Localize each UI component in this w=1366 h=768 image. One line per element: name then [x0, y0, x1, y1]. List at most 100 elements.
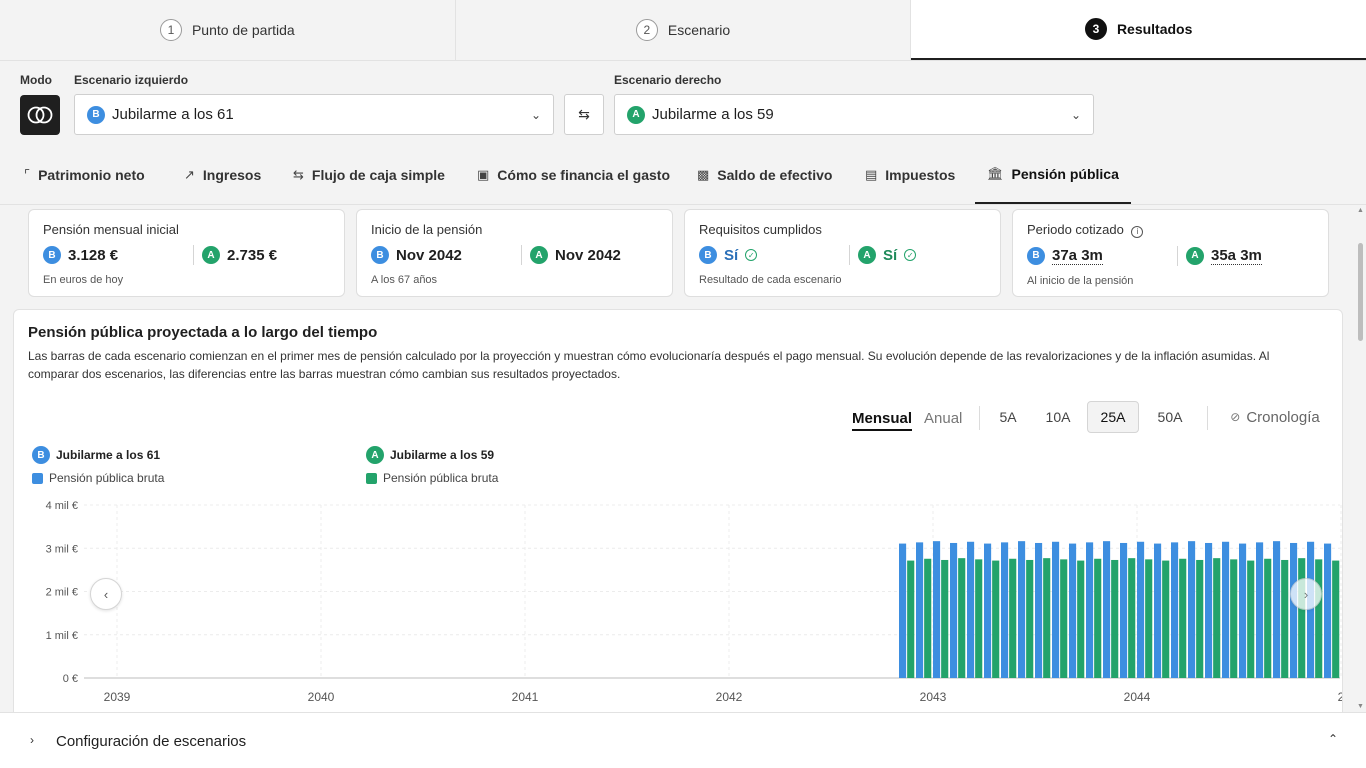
value-text[interactable]: 35a 3m	[1211, 246, 1262, 265]
scenario-badge-b: B	[87, 105, 105, 124]
info-icon[interactable]: i	[1131, 225, 1144, 238]
x-tick-label: 2044	[1124, 690, 1151, 704]
right-scenario-select[interactable]: A Jubilarme a los 59 ⌄	[614, 94, 1094, 135]
tab-impuestos[interactable]: ▤ Impuestos	[853, 145, 967, 204]
card-value-a: A 2.735 €	[194, 245, 277, 265]
line-chart-icon: ⌜	[24, 166, 31, 182]
chart-prev-button[interactable]: ‹	[90, 578, 122, 610]
scrollbar[interactable]: ▲ ▼	[1355, 205, 1366, 712]
range-10a[interactable]: 10A	[1045, 409, 1071, 425]
freq-anual[interactable]: Anual	[924, 410, 963, 427]
card-subtitle: A los 67 años	[371, 274, 438, 286]
overlap-circles-icon	[27, 106, 53, 124]
bar-a	[958, 558, 966, 678]
tab-pension-publica[interactable]: 🏛︎ Pensión pública	[975, 145, 1131, 204]
card-pension-mensual-inicial: Pensión mensual inicial B 3.128 € A 2.73…	[28, 209, 345, 297]
bar-a	[1009, 558, 1017, 678]
card-value-b: B 3.128 €	[43, 245, 193, 265]
bar-a	[1026, 559, 1034, 678]
left-scenario-select[interactable]: B Jubilarme a los 61 ⌄	[74, 94, 554, 135]
tab-como-se-financia[interactable]: ▣ Cómo se financia el gasto	[465, 145, 682, 204]
tab-ingresos[interactable]: ↗ Ingresos	[172, 145, 273, 204]
bar-a	[1281, 559, 1289, 678]
bar-b	[1035, 542, 1043, 678]
step-label: Resultados	[1116, 21, 1193, 37]
legend-swatch	[32, 472, 43, 484]
scrollbar-thumb[interactable]	[1358, 243, 1363, 341]
freq-mensual[interactable]: Mensual	[852, 410, 913, 431]
chart-next-button[interactable]: ›	[1290, 578, 1322, 610]
bar-b	[1307, 541, 1315, 678]
bar-a	[1060, 559, 1068, 678]
y-tick-label: 1 mil €	[46, 630, 78, 642]
divider	[849, 245, 850, 265]
bar-b	[1018, 541, 1026, 678]
y-tick-label: 2 mil €	[46, 587, 78, 599]
bar-b	[916, 542, 924, 678]
card-inicio-pension: Inicio de la pensión B Nov 2042 A Nov 20…	[356, 209, 673, 297]
swap-scenarios-button[interactable]: ⇆	[564, 94, 604, 135]
step-punto-de-partida[interactable]: 1 Punto de partida	[0, 0, 456, 60]
step-label: Punto de partida	[191, 22, 295, 38]
y-tick-label: 0 €	[63, 673, 78, 685]
tab-patrimonio-neto[interactable]: ⌜ Patrimonio neto	[12, 145, 157, 204]
bar-b	[1256, 542, 1264, 678]
scenario-badge-a: A	[530, 246, 548, 264]
value-text: Nov 2042	[555, 246, 621, 264]
value-text: Sí	[883, 246, 898, 264]
bar-a	[1315, 559, 1323, 678]
x-tick-label: 2041	[512, 690, 539, 704]
range-5a[interactable]: 5A	[999, 409, 1017, 425]
tab-saldo-de-efectivo[interactable]: ▩ Saldo de efectivo	[685, 145, 844, 204]
value-text: 3.128 €	[68, 246, 119, 264]
tab-label: Impuestos	[885, 166, 956, 183]
bar-a	[1230, 559, 1238, 678]
swap-arrows-icon: ⇆	[293, 166, 304, 182]
legend-a: A Jubilarme a los 59 Pensión pública brut…	[366, 446, 498, 485]
range-50a[interactable]: 50A	[1157, 409, 1183, 425]
bar-a	[1128, 558, 1136, 678]
right-scenario-label: Escenario derecho	[614, 73, 722, 87]
value-text[interactable]: 37a 3m	[1052, 246, 1103, 265]
compare-mode-button[interactable]	[20, 95, 60, 135]
swap-icon: ⇆	[578, 106, 590, 122]
bar-a	[992, 560, 1000, 678]
scroll-down-icon[interactable]: ▼	[1357, 703, 1364, 710]
chevron-right-icon: ›	[1303, 586, 1309, 602]
bar-b	[1137, 541, 1145, 678]
step-escenario[interactable]: 2 Escenario	[456, 0, 912, 60]
scenario-badge-b: B	[1027, 246, 1045, 265]
timeline-label: Cronología	[1246, 408, 1320, 426]
scenario-badge-a: A	[1186, 246, 1204, 265]
tab-flujo-de-caja-simple[interactable]: ⇆ Flujo de caja simple	[281, 145, 457, 204]
scroll-up-icon[interactable]: ▲	[1357, 207, 1364, 214]
divider	[1207, 406, 1208, 430]
bar-a	[1094, 558, 1102, 678]
y-tick-label: 3 mil €	[46, 543, 78, 555]
divider	[193, 245, 194, 265]
stepper: 1 Punto de partida 2 Escenario 3 Resulta…	[0, 0, 1366, 61]
scenario-bar: Modo Escenario izquierdo Escenario derec…	[0, 61, 1366, 145]
card-subtitle: En euros de hoy	[43, 274, 124, 286]
bar-b	[1205, 542, 1213, 678]
scenario-badge-a: A	[858, 246, 876, 264]
right-scenario-value: Jubilarme a los 59	[652, 106, 774, 123]
step-resultados[interactable]: 3 Resultados	[911, 0, 1366, 60]
timeline-toggle[interactable]: ⊘ Cronología	[1222, 401, 1328, 433]
x-tick-label: 2	[1338, 690, 1342, 704]
tab-label: Patrimonio neto	[38, 166, 145, 183]
panel-description: Las barras de cada escenario comienzan e…	[28, 349, 1270, 381]
bar-b	[933, 541, 941, 678]
range-25a[interactable]: 25A	[1087, 401, 1139, 433]
bar-b	[1222, 541, 1230, 678]
panel-title: Pensión pública proyectada a lo largo de…	[28, 324, 378, 341]
bar-b	[1086, 542, 1094, 678]
legend-swatch	[366, 472, 377, 484]
chevron-up-icon[interactable]: ⌃	[1327, 732, 1338, 746]
scenario-config-accordion[interactable]: › Configuración de escenarios ⌃	[0, 712, 1366, 768]
chevron-down-icon: ⌄	[1070, 107, 1081, 122]
left-scenario-value: Jubilarme a los 61	[112, 106, 234, 123]
bar-a	[1111, 559, 1119, 678]
legend-scenario: Jubilarme a los 59	[390, 448, 495, 462]
scenario-badge-a: A	[627, 105, 645, 124]
